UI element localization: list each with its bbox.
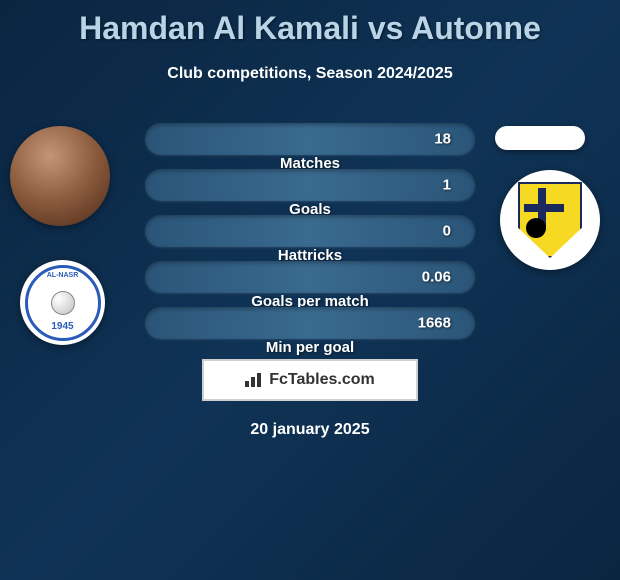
stat-row: Goals 1 [145,169,475,201]
footer-brand-badge: FcTables.com [202,359,418,401]
club-left-inner: AL-NASR 1945 [25,265,101,341]
club-left-year: 1945 [51,321,73,332]
season-subtitle: Club competitions, Season 2024/2025 [0,65,620,83]
stat-row: Min per goal 1668 [145,307,475,339]
shield-cross-horizontal [524,204,564,212]
footer-brand-text: FcTables.com [269,371,375,389]
stat-value: 1 [443,177,451,194]
shield-icon [518,182,582,258]
stat-label: Min per goal [266,339,354,356]
player-left-avatar [10,126,110,226]
club-right-badge [500,170,600,270]
stat-value: 1668 [418,315,451,332]
club-left-name: AL-NASR [47,272,79,279]
stat-bar-hattricks [145,215,475,247]
footer-date: 20 january 2025 [0,421,620,439]
stat-row: Goals per match 0.06 [145,261,475,293]
comparison-title: Hamdan Al Kamali vs Autonne [0,0,620,47]
stat-value: 0 [443,223,451,240]
stat-row: Hattricks 0 [145,215,475,247]
shield-ball-icon [526,218,546,238]
club-left-badge: AL-NASR 1945 [20,260,105,345]
stat-bar-goals [145,169,475,201]
player-right-placeholder [495,126,585,150]
stat-value: 0.06 [422,269,451,286]
club-left-ball-icon [51,291,75,315]
chart-icon [245,373,263,387]
stat-row: Matches 18 [145,123,475,155]
stat-bar-matches [145,123,475,155]
stat-value: 18 [434,131,451,148]
shield-body [518,182,582,258]
